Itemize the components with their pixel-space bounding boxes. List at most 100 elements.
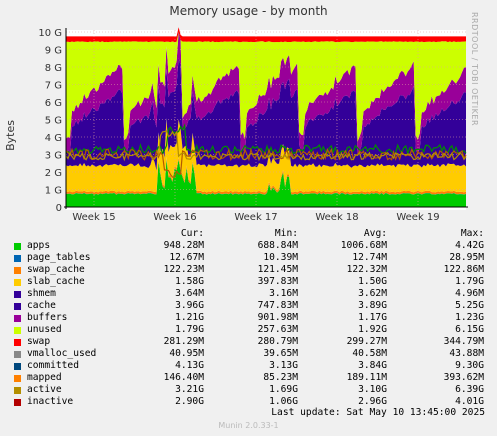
legend-swatch-page_tables bbox=[14, 255, 21, 262]
legend-max-mapped: 393.62M bbox=[443, 372, 484, 383]
legend-min-cache: 747.83M bbox=[257, 300, 298, 311]
legend-min-page_tables: 10.39M bbox=[263, 252, 298, 263]
legend-swatch-committed bbox=[14, 363, 21, 370]
chart-title: Memory usage - by month bbox=[169, 4, 328, 18]
last-update: Last update: Sat May 10 13:45:00 2025 bbox=[271, 407, 485, 418]
legend-max-cache: 5.25G bbox=[455, 300, 484, 311]
legend-min-committed: 3.13G bbox=[269, 360, 298, 371]
area-slab_cache bbox=[66, 117, 466, 193]
legend-name-shmem: shmem bbox=[27, 288, 56, 299]
area-unused bbox=[66, 32, 466, 142]
legend-min-vmalloc_used: 39.65M bbox=[263, 348, 298, 359]
legend-cur-swap_cache: 122.23M bbox=[163, 264, 204, 275]
grid-lines bbox=[66, 30, 466, 207]
legend-swatch-slab_cache bbox=[14, 279, 21, 286]
legend-max-committed: 9.30G bbox=[455, 360, 484, 371]
legend-max-unused: 6.15G bbox=[455, 324, 484, 335]
legend-swatch-unused bbox=[14, 327, 21, 334]
legend-min-mapped: 85.23M bbox=[263, 372, 298, 383]
y-tick-label: 6 G bbox=[45, 98, 62, 109]
legend-max-apps: 4.42G bbox=[455, 240, 484, 251]
legend-rows: apps 948.28M 688.84M 1006.68M 4.42G page_tabl… bbox=[14, 240, 488, 408]
legend-cur-apps: 948.28M bbox=[163, 240, 204, 251]
y-tick-label: 1 G bbox=[45, 186, 62, 197]
legend-cur-inactive: 2.90G bbox=[175, 396, 204, 407]
legend-name-mapped: mapped bbox=[27, 372, 62, 383]
legend-avg-cache: 3.89G bbox=[358, 300, 387, 311]
legend-max-shmem: 4.96M bbox=[455, 288, 484, 299]
line-series bbox=[65, 123, 467, 178]
legend-max-active: 6.39G bbox=[455, 384, 484, 395]
legend-swatch-shmem bbox=[14, 291, 21, 298]
legend-cur-mapped: 146.40M bbox=[163, 372, 204, 383]
legend-min-apps: 688.84M bbox=[257, 240, 298, 251]
legend-min-shmem: 3.16M bbox=[269, 288, 298, 299]
legend-max-buffers: 1.23G bbox=[455, 312, 484, 323]
legend-cur-page_tables: 12.67M bbox=[169, 252, 204, 263]
area-apps bbox=[66, 159, 466, 207]
y-tick-label: 3 G bbox=[45, 151, 62, 162]
legend-row-vmalloc_used: vmalloc_used 40.95M 39.65M 40.58M 43.88M bbox=[14, 348, 488, 360]
legend-name-buffers: buffers bbox=[27, 312, 68, 323]
line-inactive bbox=[65, 130, 467, 162]
legend-header: Cur: Min: Avg: Max: bbox=[14, 228, 488, 240]
legend-row-committed: committed 4.13G 3.13G 3.84G 9.30G bbox=[14, 360, 488, 372]
header-max: Max: bbox=[460, 228, 484, 239]
legend-avg-mapped: 189.11M bbox=[346, 372, 387, 383]
y-tick-labels: 0 1 G 2 G 3 G 4 G 5 G 6 G 7 G 8 G 9 G 10 G bbox=[38, 28, 62, 214]
legend-min-inactive: 1.06G bbox=[269, 396, 298, 407]
legend-cur-unused: 1.79G bbox=[175, 324, 204, 335]
legend-avg-swap: 299.27M bbox=[346, 336, 387, 347]
x-tick-label: Week 16 bbox=[153, 212, 196, 223]
legend-row-inactive: inactive 2.90G 1.06G 2.96G 4.01G bbox=[14, 396, 488, 408]
legend-cur-buffers: 1.21G bbox=[175, 312, 204, 323]
area-layers bbox=[66, 27, 466, 207]
legend-name-committed: committed bbox=[27, 360, 79, 371]
legend-avg-slab_cache: 1.50G bbox=[358, 276, 387, 287]
rrdtool-credit: RRDTOOL / TOBI OETIKER bbox=[470, 12, 479, 127]
legend-min-slab_cache: 397.83M bbox=[257, 276, 298, 287]
legend-swatch-mapped bbox=[14, 375, 21, 382]
legend-row-swap_cache: swap_cache 122.23M 121.45M 122.32M 122.86M bbox=[14, 264, 488, 276]
legend-row-slab_cache: slab_cache 1.58G 397.83M 1.50G 1.79G bbox=[14, 276, 488, 288]
header-min: Min: bbox=[274, 228, 298, 239]
legend-swatch-cache bbox=[14, 303, 21, 310]
legend-name-active: active bbox=[27, 384, 62, 395]
legend-avg-committed: 3.84G bbox=[358, 360, 387, 371]
legend-row-shmem: shmem 3.64M 3.16M 3.62M 4.96M bbox=[14, 288, 488, 300]
y-tick-label: 5 G bbox=[45, 116, 62, 127]
legend-cur-cache: 3.96G bbox=[175, 300, 204, 311]
legend-row-mapped: mapped 146.40M 85.23M 189.11M 393.62M bbox=[14, 372, 488, 384]
legend-row-cache: cache 3.96G 747.83M 3.89G 5.25G bbox=[14, 300, 488, 312]
legend-swatch-buffers bbox=[14, 315, 21, 322]
legend-name-swap_cache: swap_cache bbox=[27, 264, 85, 275]
legend-cur-swap: 281.29M bbox=[163, 336, 204, 347]
legend-cur-shmem: 3.64M bbox=[175, 288, 204, 299]
y-tick-label: 0 bbox=[56, 203, 62, 214]
y-tick-label: 4 G bbox=[45, 133, 62, 144]
line-committed bbox=[65, 123, 467, 156]
legend-name-page_tables: page_tables bbox=[27, 252, 91, 263]
legend-name-unused: unused bbox=[27, 324, 62, 335]
legend-avg-unused: 1.92G bbox=[358, 324, 387, 335]
area-swap_cache bbox=[66, 156, 466, 195]
area-cache bbox=[66, 58, 466, 171]
munin-version: Munin 2.0.33-1 bbox=[218, 421, 279, 430]
legend-avg-vmalloc_used: 40.58M bbox=[352, 348, 387, 359]
legend-max-vmalloc_used: 43.88M bbox=[449, 348, 484, 359]
legend-avg-shmem: 3.62M bbox=[358, 288, 387, 299]
legend-row-apps: apps 948.28M 688.84M 1006.68M 4.42G bbox=[14, 240, 488, 252]
x-tick-label: Week 15 bbox=[72, 212, 115, 223]
legend-name-cache: cache bbox=[27, 300, 56, 311]
legend-name-vmalloc_used: vmalloc_used bbox=[27, 348, 97, 359]
y-tick-label: 2 G bbox=[45, 168, 62, 179]
y-tick-label: 9 G bbox=[45, 46, 62, 57]
legend-name-slab_cache: slab_cache bbox=[27, 276, 85, 287]
legend-avg-inactive: 2.96G bbox=[358, 396, 387, 407]
legend-max-inactive: 4.01G bbox=[455, 396, 484, 407]
legend-cur-vmalloc_used: 40.95M bbox=[169, 348, 204, 359]
legend-min-swap_cache: 121.45M bbox=[257, 264, 298, 275]
legend: Cur: Min: Avg: Max: apps 948.28M 688.84M 10… bbox=[14, 228, 488, 408]
legend-row-swap: swap 281.29M 280.79M 299.27M 344.79M bbox=[14, 336, 488, 348]
